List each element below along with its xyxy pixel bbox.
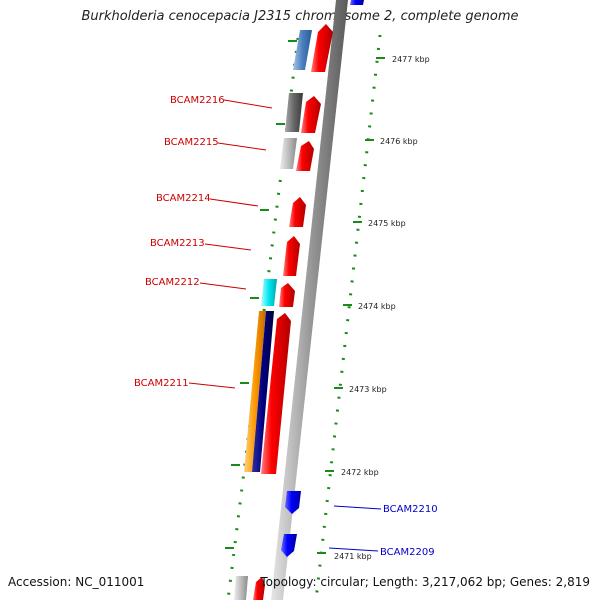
svg-text:2475 kbp: 2475 kbp: [368, 219, 406, 228]
cds-bcam2215: [296, 141, 314, 171]
tick-2476: 2476 kbp: [365, 137, 418, 146]
gene-label-bcam2211[interactable]: BCAM2211: [134, 378, 236, 389]
cds-bcam2216: [301, 96, 321, 133]
gene-label-bcam2215[interactable]: BCAM2215: [164, 137, 267, 151]
svg-text:2477 kbp: 2477 kbp: [392, 55, 430, 64]
tick-2474: 2474 kbp: [343, 302, 396, 311]
cds-forward-bottom: [253, 577, 265, 600]
cog-block-bcam2212: [261, 279, 277, 306]
svg-text:BCAM2213: BCAM2213: [150, 238, 205, 249]
svg-text:2474 kbp: 2474 kbp: [358, 302, 396, 311]
svg-text:2471 kbp: 2471 kbp: [334, 552, 372, 561]
gene-label-bcam2216[interactable]: BCAM2216: [170, 95, 273, 109]
svg-text:BCAM2215: BCAM2215: [164, 137, 219, 148]
svg-text:BCAM2209: BCAM2209: [380, 547, 435, 558]
cog-block-bcam2211-orange: [244, 311, 266, 472]
gene-label-bcam2213[interactable]: BCAM2213: [150, 238, 252, 251]
cds-bcam2214: [289, 197, 306, 227]
gene-label-bcam2212[interactable]: BCAM2212: [145, 277, 247, 290]
svg-text:BCAM2212: BCAM2212: [145, 277, 200, 288]
cog-block-bottom: [234, 576, 248, 600]
genome-summary-text: Topology: circular; Length: 3,217,062 bp…: [260, 575, 590, 589]
cog-block-bcam2216: [285, 93, 303, 132]
svg-text:BCAM2214: BCAM2214: [156, 193, 211, 204]
cds-bcam2209: [281, 534, 297, 557]
genome-backbone: [271, 0, 348, 600]
cog-block-top-right: [350, 0, 364, 5]
cds-bcam2212: [279, 283, 295, 307]
svg-text:2473 kbp: 2473 kbp: [349, 385, 387, 394]
cog-block-top: [293, 30, 312, 70]
gene-label-bcam2209[interactable]: BCAM2209: [328, 547, 435, 558]
tick-2473: 2473 kbp: [334, 385, 387, 394]
cds-bcam2210: [285, 491, 301, 514]
svg-text:BCAM2210: BCAM2210: [383, 504, 438, 515]
tick-2477: 2477 kbp: [376, 55, 430, 64]
gene-label-bcam2210[interactable]: BCAM2210: [333, 504, 438, 515]
gene-label-bcam2214[interactable]: BCAM2214: [156, 193, 259, 207]
cds-forward-top: [311, 24, 333, 72]
svg-text:2472 kbp: 2472 kbp: [341, 468, 379, 477]
svg-text:2476 kbp: 2476 kbp: [380, 137, 418, 146]
cds-bcam2211: [261, 313, 291, 474]
accession-text: Accession: NC_011001: [8, 575, 145, 589]
cds-bcam2213: [283, 236, 300, 276]
cog-block-bcam2215: [280, 138, 297, 169]
tick-2472: 2472 kbp: [325, 468, 379, 477]
map-title: Burkholderia cenocepacia J2315 chromosom…: [81, 9, 519, 24]
svg-text:BCAM2211: BCAM2211: [134, 378, 189, 389]
tick-2475: 2475 kbp: [353, 219, 406, 228]
svg-text:BCAM2216: BCAM2216: [170, 95, 225, 106]
tick-2471: 2471 kbp: [317, 552, 372, 561]
cog-block-bcam2211-navy: [252, 311, 274, 472]
